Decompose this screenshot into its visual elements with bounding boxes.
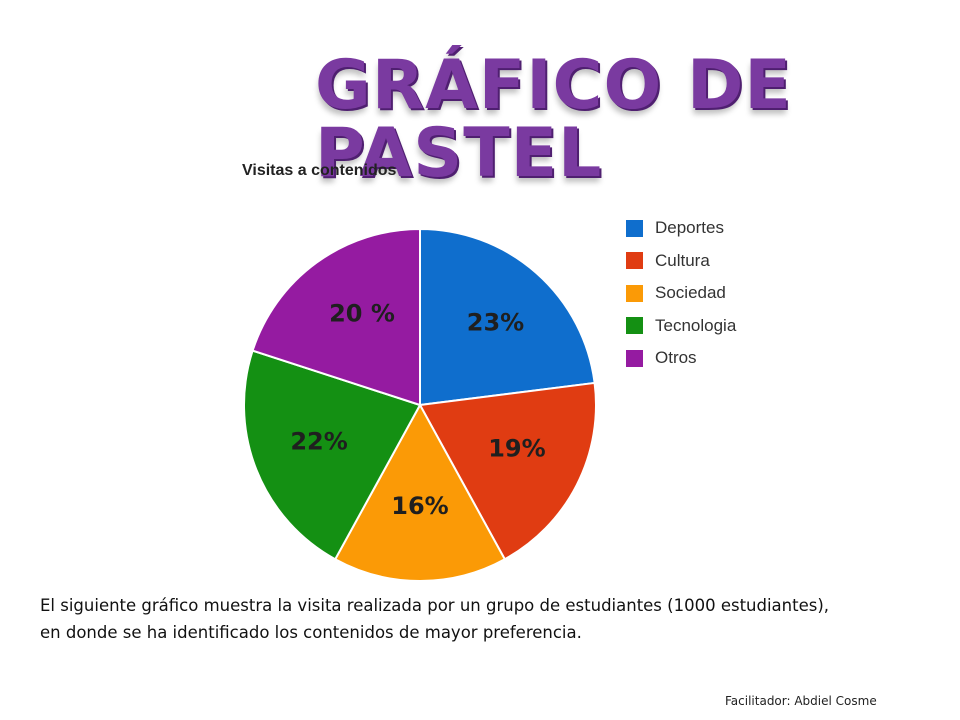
pie-svg: 23% 19% 16% 22% 20 %: [243, 227, 597, 582]
legend-swatch: [626, 219, 643, 237]
slice-label-tecnologia: 22%: [290, 428, 347, 456]
facilitator-credit: Facilitador: Abdiel Cosme: [725, 694, 877, 708]
legend-label: Tecnologia: [655, 315, 737, 335]
caption-line-2: en donde se ha identificado los contenid…: [40, 623, 582, 642]
pie-slice-cultura: [418, 381, 597, 561]
legend-item-deportes: Deportes: [626, 212, 736, 245]
slice-label-otros: 20 %: [329, 299, 395, 327]
legend-label: Sociedad: [655, 283, 726, 303]
legend-label: Cultura: [655, 250, 710, 270]
chart-legend: Deportes Cultura Sociedad Tecnologia Otros: [626, 212, 736, 375]
pie-slice-otros: [251, 227, 421, 407]
legend-item-tecnologia: Tecnologia: [626, 310, 736, 343]
legend-swatch: [626, 349, 643, 367]
legend-label: Deportes: [655, 218, 724, 238]
slide-title: GRÁFICO DE PASTEL: [0, 52, 910, 188]
pie-slice-deportes: [419, 227, 596, 407]
legend-label: Otros: [655, 348, 697, 368]
legend-swatch: [626, 284, 643, 302]
caption-line-1: El siguiente gráfico muestra la visita r…: [40, 596, 830, 615]
legend-item-otros: Otros: [626, 342, 736, 375]
slice-label-sociedad: 16%: [391, 492, 448, 520]
legend-item-cultura: Cultura: [626, 245, 736, 278]
legend-item-sociedad: Sociedad: [626, 277, 736, 310]
pie-slice-sociedad: [333, 402, 507, 582]
chart-title: Visitas a contenidos: [242, 162, 397, 179]
slice-label-deportes: 23%: [467, 308, 524, 336]
legend-swatch: [626, 252, 643, 270]
pie-chart: Visitas a contenidos 23% 19% 16% 22% 20 % De…: [228, 150, 788, 590]
slide-caption: El siguiente gráfico muestra la visita r…: [40, 592, 958, 646]
pie-slice-tecnologia: [243, 349, 422, 561]
legend-swatch: [626, 317, 643, 335]
slice-label-cultura: 19%: [488, 434, 545, 462]
slide-title-text: GRÁFICO DE PASTEL: [315, 46, 792, 193]
